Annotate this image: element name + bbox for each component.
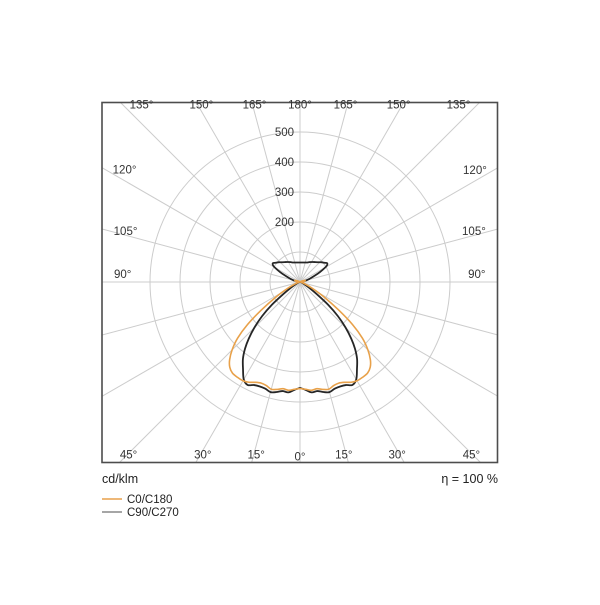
svg-text:15°: 15° (335, 450, 352, 462)
svg-text:500: 500 (275, 127, 294, 139)
svg-text:150°: 150° (387, 100, 411, 112)
svg-text:400: 400 (275, 157, 294, 169)
svg-text:120°: 120° (463, 165, 487, 177)
svg-text:105°: 105° (114, 226, 138, 238)
svg-text:cd/klm: cd/klm (102, 472, 138, 486)
svg-text:15°: 15° (248, 450, 265, 462)
svg-text:165°: 165° (334, 100, 358, 112)
svg-text:45°: 45° (120, 450, 137, 462)
svg-text:45°: 45° (463, 450, 480, 462)
svg-text:90°: 90° (468, 269, 485, 281)
svg-text:120°: 120° (113, 165, 137, 177)
svg-text:150°: 150° (189, 100, 213, 112)
svg-text:C90/C270: C90/C270 (127, 507, 179, 519)
svg-text:0°: 0° (295, 452, 306, 464)
svg-text:105°: 105° (462, 226, 486, 238)
svg-text:135°: 135° (130, 100, 154, 112)
svg-text:30°: 30° (194, 450, 211, 462)
svg-text:30°: 30° (389, 450, 406, 462)
svg-text:135°: 135° (447, 100, 471, 112)
svg-text:180°: 180° (288, 100, 312, 112)
svg-text:200: 200 (275, 217, 294, 229)
svg-text:165°: 165° (243, 100, 267, 112)
svg-text:η = 100 %: η = 100 % (441, 472, 498, 486)
svg-text:300: 300 (275, 187, 294, 199)
svg-text:C0/C180: C0/C180 (127, 494, 172, 506)
svg-text:90°: 90° (114, 269, 131, 281)
